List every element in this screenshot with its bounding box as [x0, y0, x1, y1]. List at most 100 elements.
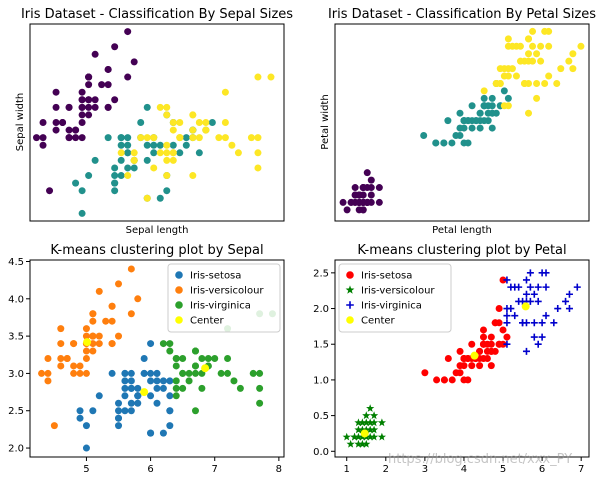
data-point — [124, 164, 132, 172]
data-point — [143, 194, 151, 202]
data-point — [565, 290, 573, 298]
data-point — [507, 305, 515, 313]
data-point — [140, 369, 148, 377]
data-point — [147, 377, 155, 385]
data-point — [228, 141, 236, 149]
data-point — [104, 65, 112, 73]
data-point — [156, 141, 164, 149]
data-point — [189, 134, 197, 142]
legend-box — [338, 263, 452, 333]
data-point — [367, 191, 375, 199]
y-axis-label: Petal width — [320, 94, 331, 149]
data-point — [89, 347, 97, 355]
data-point — [362, 411, 371, 420]
data-point — [179, 369, 187, 377]
data-point — [464, 139, 472, 147]
data-point — [508, 42, 516, 50]
data-point — [163, 156, 171, 164]
y-tick-label: 0.5 — [313, 411, 329, 422]
data-point — [44, 369, 52, 377]
data-point — [512, 72, 520, 80]
data-point — [104, 103, 112, 111]
data-point — [169, 149, 177, 157]
subplot-kmeans-petal: K-means clustering plot by Petal 1 2 3 4 5 6 7… — [313, 243, 590, 475]
data-point — [153, 384, 161, 392]
data-point — [147, 369, 155, 377]
data-point — [530, 333, 538, 341]
data-point — [115, 407, 123, 415]
data-point — [98, 81, 106, 89]
x-tick-label: 2 — [383, 464, 389, 475]
data-point — [569, 65, 577, 73]
data-point — [483, 355, 491, 362]
data-point — [468, 362, 476, 370]
data-point — [525, 50, 533, 58]
data-point — [342, 432, 351, 441]
data-point — [476, 362, 484, 370]
legend-marker — [175, 301, 183, 309]
data-point — [420, 132, 428, 140]
data-point — [370, 411, 379, 420]
data-point — [117, 134, 125, 142]
data-point — [159, 340, 167, 348]
data-point — [569, 50, 577, 58]
data-point — [44, 355, 52, 362]
data-point — [44, 377, 52, 385]
data-point — [70, 362, 78, 370]
axes-frame — [334, 23, 590, 222]
data-point — [72, 126, 80, 134]
data-point — [163, 172, 171, 180]
data-point — [91, 103, 99, 111]
cluster-center-point — [201, 364, 210, 373]
data-point — [82, 347, 90, 355]
data-point — [504, 102, 512, 110]
data-point — [460, 124, 468, 132]
data-point — [557, 65, 565, 73]
data-point — [121, 384, 129, 392]
data-point — [433, 376, 441, 384]
data-point — [577, 42, 585, 50]
plot-area: 5 6 7 8 2.0 2.5 3.0 3.5 4.0 4.5 Iris-setosa Iris-ve… — [8, 257, 282, 475]
data-point — [448, 139, 456, 147]
data-point — [76, 362, 84, 370]
data-point — [89, 310, 97, 318]
data-point — [143, 141, 151, 149]
data-point — [565, 57, 573, 65]
data-point — [224, 355, 232, 362]
x-tick-label: 5 — [83, 464, 89, 475]
data-point — [468, 124, 476, 132]
axes-frame — [29, 259, 285, 458]
data-point — [221, 134, 229, 142]
data-point — [82, 332, 90, 340]
data-point — [545, 42, 553, 50]
y-tick-label: 2.0 — [313, 304, 329, 315]
data-point — [534, 340, 542, 348]
data-point — [526, 283, 534, 291]
data-point — [204, 355, 212, 362]
data-point — [189, 126, 197, 134]
data-point — [542, 312, 550, 320]
data-point — [163, 103, 171, 111]
data-point — [117, 156, 125, 164]
data-point — [256, 369, 264, 377]
data-point — [503, 319, 511, 327]
data-point — [121, 392, 129, 400]
legend-label: Iris-virginica — [361, 301, 422, 312]
data-point — [121, 369, 129, 377]
data-point — [256, 399, 264, 407]
axes-frame — [334, 259, 590, 458]
data-point — [95, 287, 103, 295]
data-point — [254, 134, 262, 142]
chart-title: Iris Dataset - Classification By Petal S… — [328, 7, 596, 22]
data-point — [182, 141, 190, 149]
data-point — [484, 117, 492, 125]
data-point — [452, 132, 460, 140]
data-point — [115, 399, 123, 407]
data-point — [95, 340, 103, 348]
data-point — [499, 276, 507, 284]
data-point — [163, 187, 171, 195]
data-point — [182, 134, 190, 142]
data-point — [480, 94, 488, 102]
x-tick-label: 7 — [212, 464, 218, 475]
data-point — [150, 149, 158, 157]
